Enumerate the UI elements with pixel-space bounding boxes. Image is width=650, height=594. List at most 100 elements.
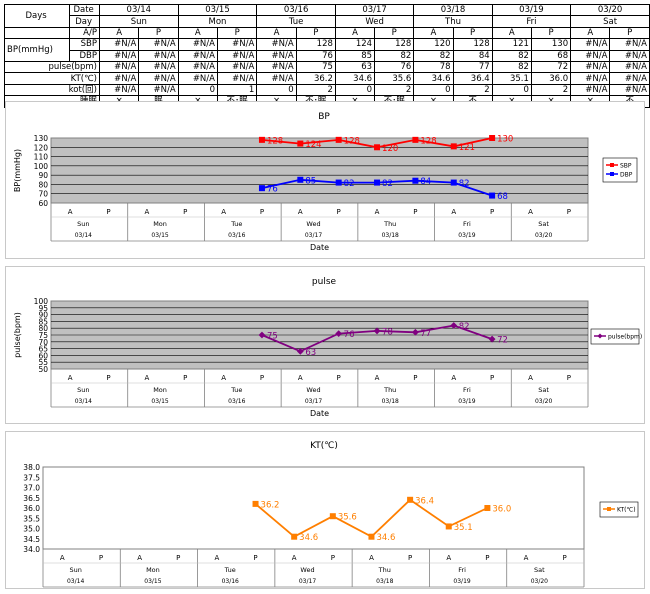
day-tick-label: Thu [378,566,391,574]
data-label: 84 [420,177,431,187]
row-label-day: Day [69,15,100,28]
legend-box [602,157,638,183]
x-tick-label: P [567,208,571,216]
pulse-cell: 82 [491,60,532,74]
y-tick-label: 37.0 [23,484,40,493]
chart-title: KT(℃) [310,441,338,451]
date-tick-label: 03/19 [458,398,475,405]
data-label: 128 [344,136,360,146]
kt-cell: 36.2 [295,72,336,85]
row-label-sbp: SBP [69,38,100,51]
kot-cell: 1 [216,83,258,97]
y-tick-label: 90 [38,311,48,320]
data-label: 68 [497,192,508,202]
data-label: 124 [305,140,321,150]
date-cell: 03/14 [98,3,179,17]
y-tick-label: 35.5 [23,514,40,523]
date-cell: 03/18 [413,3,493,17]
pulse-cell: #N/A [256,60,297,74]
ap-cell: P [216,26,258,40]
legend-marker [597,333,603,339]
pulse-cell: 77 [452,60,493,74]
day-tick-label: Thu [383,386,396,394]
dbp-cell: #N/A [216,49,258,62]
kt-cell: 35.6 [374,72,415,85]
y-tick-label: 75 [38,331,48,340]
date-tick-label: 03/14 [75,232,92,239]
kt-cell: 36.4 [452,72,493,85]
x-tick-label: A [375,374,380,382]
legend-label: pulse(bpm) [608,333,642,340]
pulse-cell: #N/A [98,60,140,74]
x-tick-label: P [413,208,417,216]
dbp-cell: #N/A [609,49,650,62]
pulse-cell: #N/A [216,60,258,74]
row-label-days: Days [3,4,71,28]
y-tick-label: 36.0 [23,504,40,513]
kot-cell: 0 [334,83,376,97]
x-tick-label: P [337,208,341,216]
x-tick-label: P [337,374,341,382]
x-tick-label: P [183,208,187,216]
chart-title: BP [318,112,330,122]
day-tick-label: Sat [538,386,549,394]
data-label: 63 [305,348,316,358]
legend-label: SBP [620,162,632,169]
table-row-pulse: pulse(bpm) #N/A #N/A #N/A #N/A #N/A 75 63 76 78 77… [4,60,650,74]
sbp-cell: 124 [334,38,376,51]
x-tick-label: P [99,554,103,562]
date-cell: 03/19 [491,3,572,17]
y-tick-label: 95 [38,304,48,313]
data-point [450,179,457,186]
x-tick-label: P [260,374,264,382]
dbp-cell: #N/A [138,49,179,62]
data-point [374,179,381,186]
ap-cell: A [98,26,140,40]
kot-cell: 2 [295,83,336,97]
data-point [297,176,304,183]
kt-cell: 34.6 [413,72,454,85]
day-tick-label: Tue [230,386,242,394]
x-tick-label: A [446,554,451,562]
data-label: 35.1 [454,523,473,533]
dbp-cell: 85 [334,49,376,62]
day-tick-label: Sun [69,566,81,574]
table-row-kot: kot(回) #N/A #N/A 0 1 0 2 0 2 0 2 0 2 #N/A #N/A [4,83,650,97]
y-tick-label: 37.5 [23,473,40,482]
dbp-cell: 76 [295,49,336,62]
y-tick-label: 35.0 [23,525,40,534]
data-point [412,136,419,143]
data-point [488,335,496,343]
x-tick-label: P [106,374,110,382]
date-tick-label: 03/18 [382,232,399,239]
day-tick-label: Wed [300,566,314,574]
kt-cell: 35.1 [491,72,532,85]
x-tick-label: A [60,554,65,562]
sbp-cell: 130 [530,38,572,51]
data-label: 76 [267,185,278,195]
ap-cell: A [570,26,611,40]
x-tick-label: P [183,374,187,382]
date-tick-label: 03/17 [305,232,322,239]
sbp-cell: #N/A [609,38,650,51]
data-label: 78 [382,327,393,337]
ap-cell: P [609,26,650,40]
x-tick-label: P [260,208,264,216]
dbp-cell: 84 [452,49,493,62]
kt-chart: KT(℃)34.034.535.035.536.036.537.037.538.… [23,441,639,588]
kt-cell: #N/A [138,72,179,85]
data-label: 75 [267,332,278,342]
sbp-cell: 128 [295,38,336,51]
x-tick-label: A [451,208,456,216]
data-point [335,179,342,186]
day-cell: Mon [177,15,258,28]
day-cell: Thu [413,15,493,28]
kot-cell: 0 [177,83,218,97]
date-tick-label: 03/19 [458,232,475,239]
data-point [489,135,496,141]
x-tick-label: P [106,208,110,216]
data-label: 36.0 [492,505,511,515]
data-point [373,327,381,335]
kot-cell: 2 [530,83,572,97]
data-point [489,192,496,199]
